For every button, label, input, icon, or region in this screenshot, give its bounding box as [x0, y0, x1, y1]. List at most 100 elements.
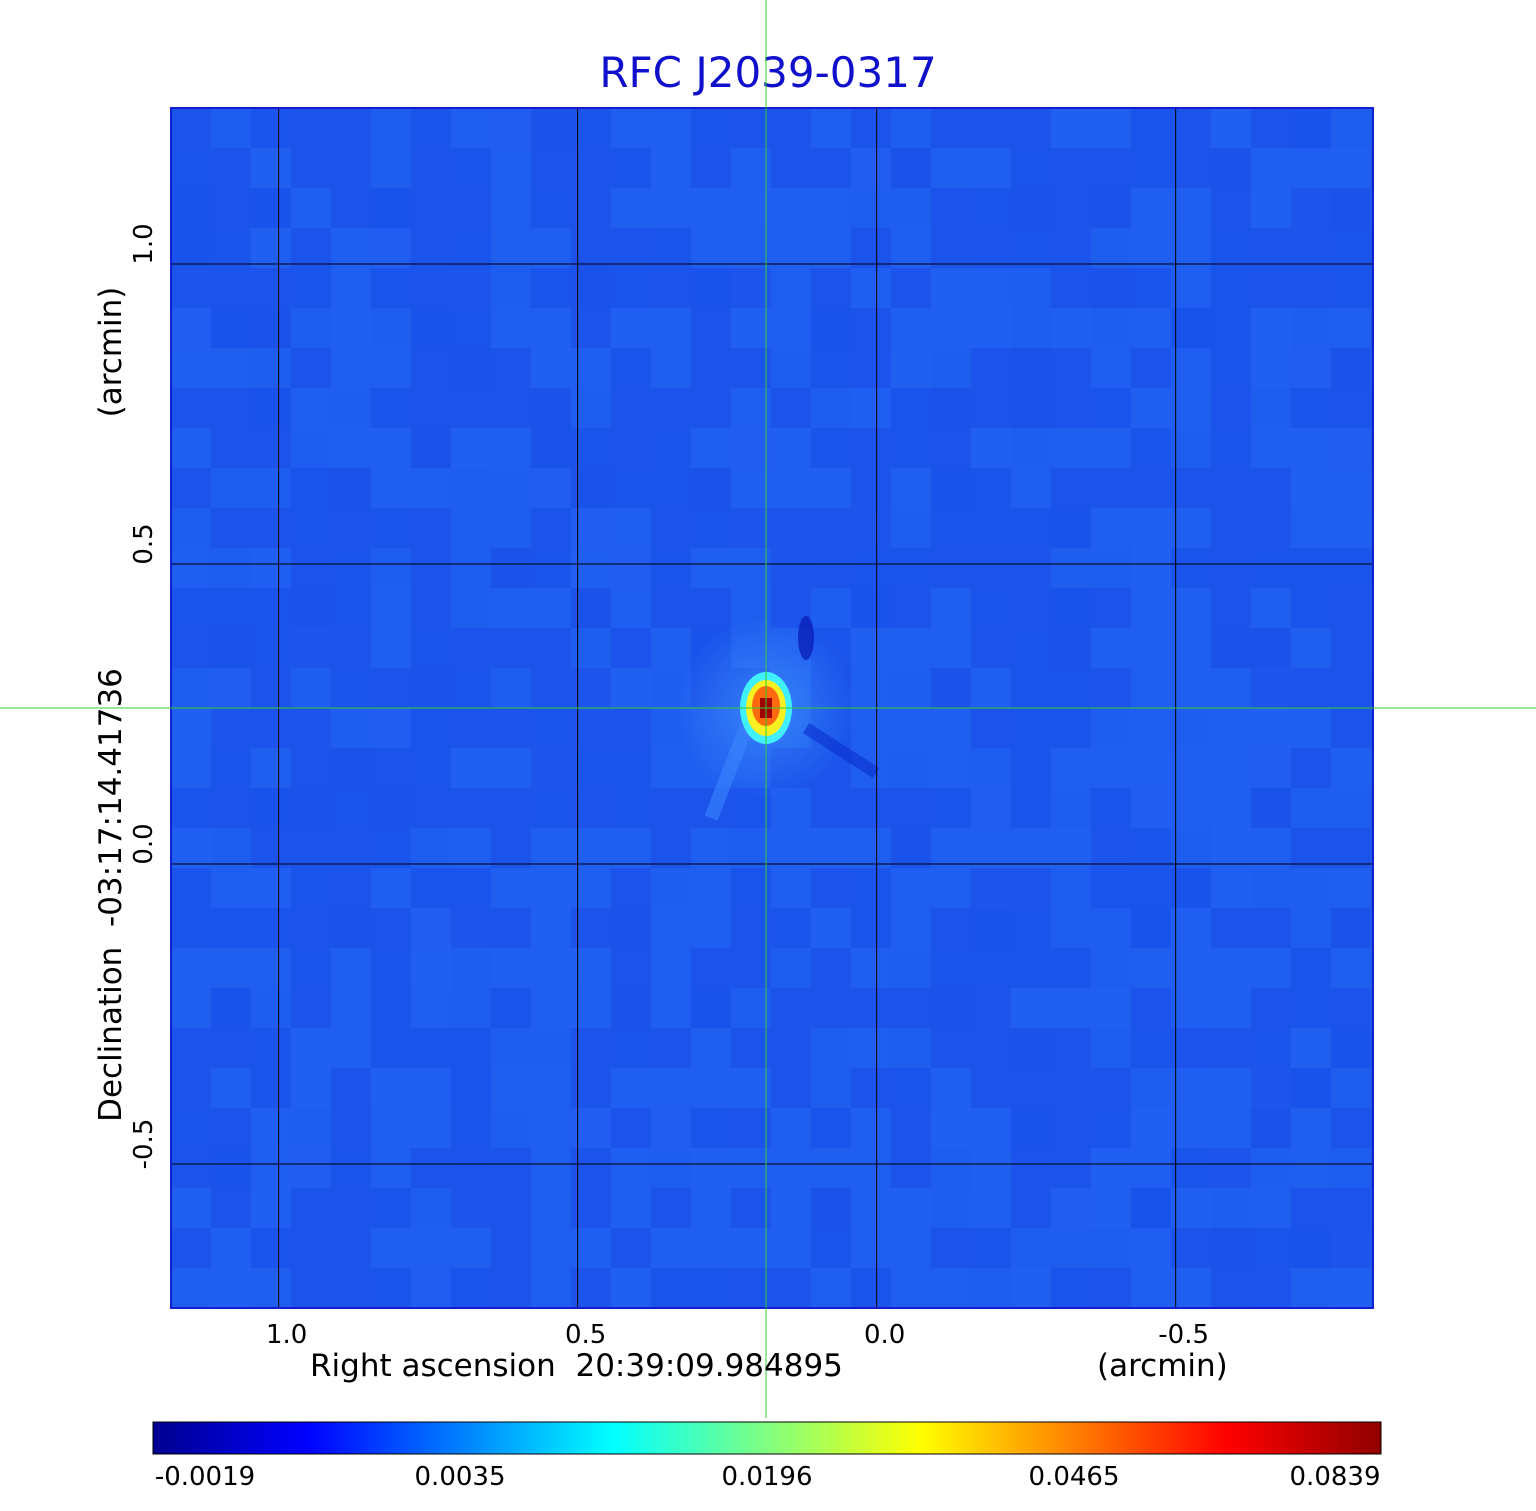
noise-cell [771, 1148, 811, 1188]
noise-cell [811, 428, 851, 468]
noise-cell [411, 748, 451, 788]
noise-cell [811, 348, 851, 388]
noise-cell [971, 708, 1011, 748]
noise-cell [691, 868, 731, 908]
noise-cell [851, 908, 891, 948]
noise-cell [491, 908, 531, 948]
noise-cell [691, 428, 731, 468]
noise-cell [931, 588, 971, 628]
noise-cell [1331, 108, 1371, 148]
noise-cell [1051, 668, 1091, 708]
noise-cell [211, 228, 251, 268]
noise-cell [731, 1108, 771, 1148]
noise-cell [251, 908, 291, 948]
noise-cell [891, 348, 931, 388]
noise-cell [211, 788, 251, 828]
noise-cell [291, 348, 331, 388]
noise-cell [1251, 148, 1291, 188]
noise-cell [931, 268, 971, 308]
noise-cell [291, 1228, 331, 1268]
noise-cell [531, 548, 571, 588]
noise-cell [411, 908, 451, 948]
noise-cell [571, 988, 611, 1028]
noise-cell [171, 628, 211, 668]
noise-cell [1011, 948, 1051, 988]
noise-cell [691, 108, 731, 148]
noise-cell [971, 988, 1011, 1028]
noise-cell [1171, 1188, 1211, 1228]
noise-cell [771, 948, 811, 988]
noise-cell [1011, 308, 1051, 348]
noise-cell [811, 228, 851, 268]
noise-cell [1051, 588, 1091, 628]
noise-cell [491, 508, 531, 548]
noise-cell [291, 1108, 331, 1148]
noise-cell [291, 548, 331, 588]
noise-cell [651, 828, 691, 868]
noise-cell [731, 1228, 771, 1268]
noise-cell [891, 868, 931, 908]
noise-cell [1051, 948, 1091, 988]
noise-cell [491, 108, 531, 148]
noise-cell [291, 1148, 331, 1188]
noise-cell [1011, 388, 1051, 428]
noise-cell [1331, 708, 1371, 748]
noise-cell [371, 1028, 411, 1068]
noise-cell [651, 548, 691, 588]
noise-cell [571, 1148, 611, 1188]
noise-cell [1091, 1188, 1131, 1228]
noise-cell [171, 308, 211, 348]
noise-cell [891, 1268, 931, 1308]
noise-cell [491, 1188, 531, 1228]
noise-cell [1211, 348, 1251, 388]
noise-cell [291, 1188, 331, 1228]
colorbar-tick-label: 0.0035 [414, 1462, 506, 1492]
noise-cell [1331, 788, 1371, 828]
noise-cell [1011, 508, 1051, 548]
noise-cell [491, 868, 531, 908]
noise-cell [531, 228, 571, 268]
noise-cell [491, 188, 531, 228]
noise-cell [1011, 868, 1051, 908]
noise-cell [1091, 628, 1131, 668]
noise-cell [371, 868, 411, 908]
noise-cell [331, 108, 371, 148]
noise-cell [491, 428, 531, 468]
noise-cell [1251, 988, 1291, 1028]
noise-cell [331, 1148, 371, 1188]
noise-cell [371, 1188, 411, 1228]
noise-cell [1051, 1268, 1091, 1308]
noise-cell [611, 748, 651, 788]
noise-cell [1291, 1148, 1331, 1188]
noise-cell [1331, 668, 1371, 708]
noise-cell [171, 828, 211, 868]
noise-cell [1211, 1028, 1251, 1068]
noise-cell [571, 508, 611, 548]
noise-cell [451, 588, 491, 628]
noise-cell [211, 948, 251, 988]
noise-cell [531, 1228, 571, 1268]
noise-cell [251, 468, 291, 508]
noise-cell [451, 748, 491, 788]
noise-cell [171, 388, 211, 428]
noise-cell [371, 508, 411, 548]
noise-cell [1211, 748, 1251, 788]
noise-cell [971, 748, 1011, 788]
noise-cell [1251, 948, 1291, 988]
x-tick-label: 0.5 [564, 1320, 607, 1350]
noise-cell [891, 588, 931, 628]
noise-cell [771, 908, 811, 948]
noise-cell [1171, 428, 1211, 468]
noise-cell [1131, 948, 1171, 988]
noise-cell [1011, 708, 1051, 748]
noise-cell [211, 348, 251, 388]
noise-cell [611, 548, 651, 588]
noise-cell [531, 868, 571, 908]
noise-cell [411, 1228, 451, 1268]
noise-cell [531, 348, 571, 388]
noise-cell [1131, 1188, 1171, 1228]
noise-cell [1091, 1028, 1131, 1068]
noise-cell [491, 1028, 531, 1068]
noise-cell [611, 788, 651, 828]
noise-cell [651, 748, 691, 788]
